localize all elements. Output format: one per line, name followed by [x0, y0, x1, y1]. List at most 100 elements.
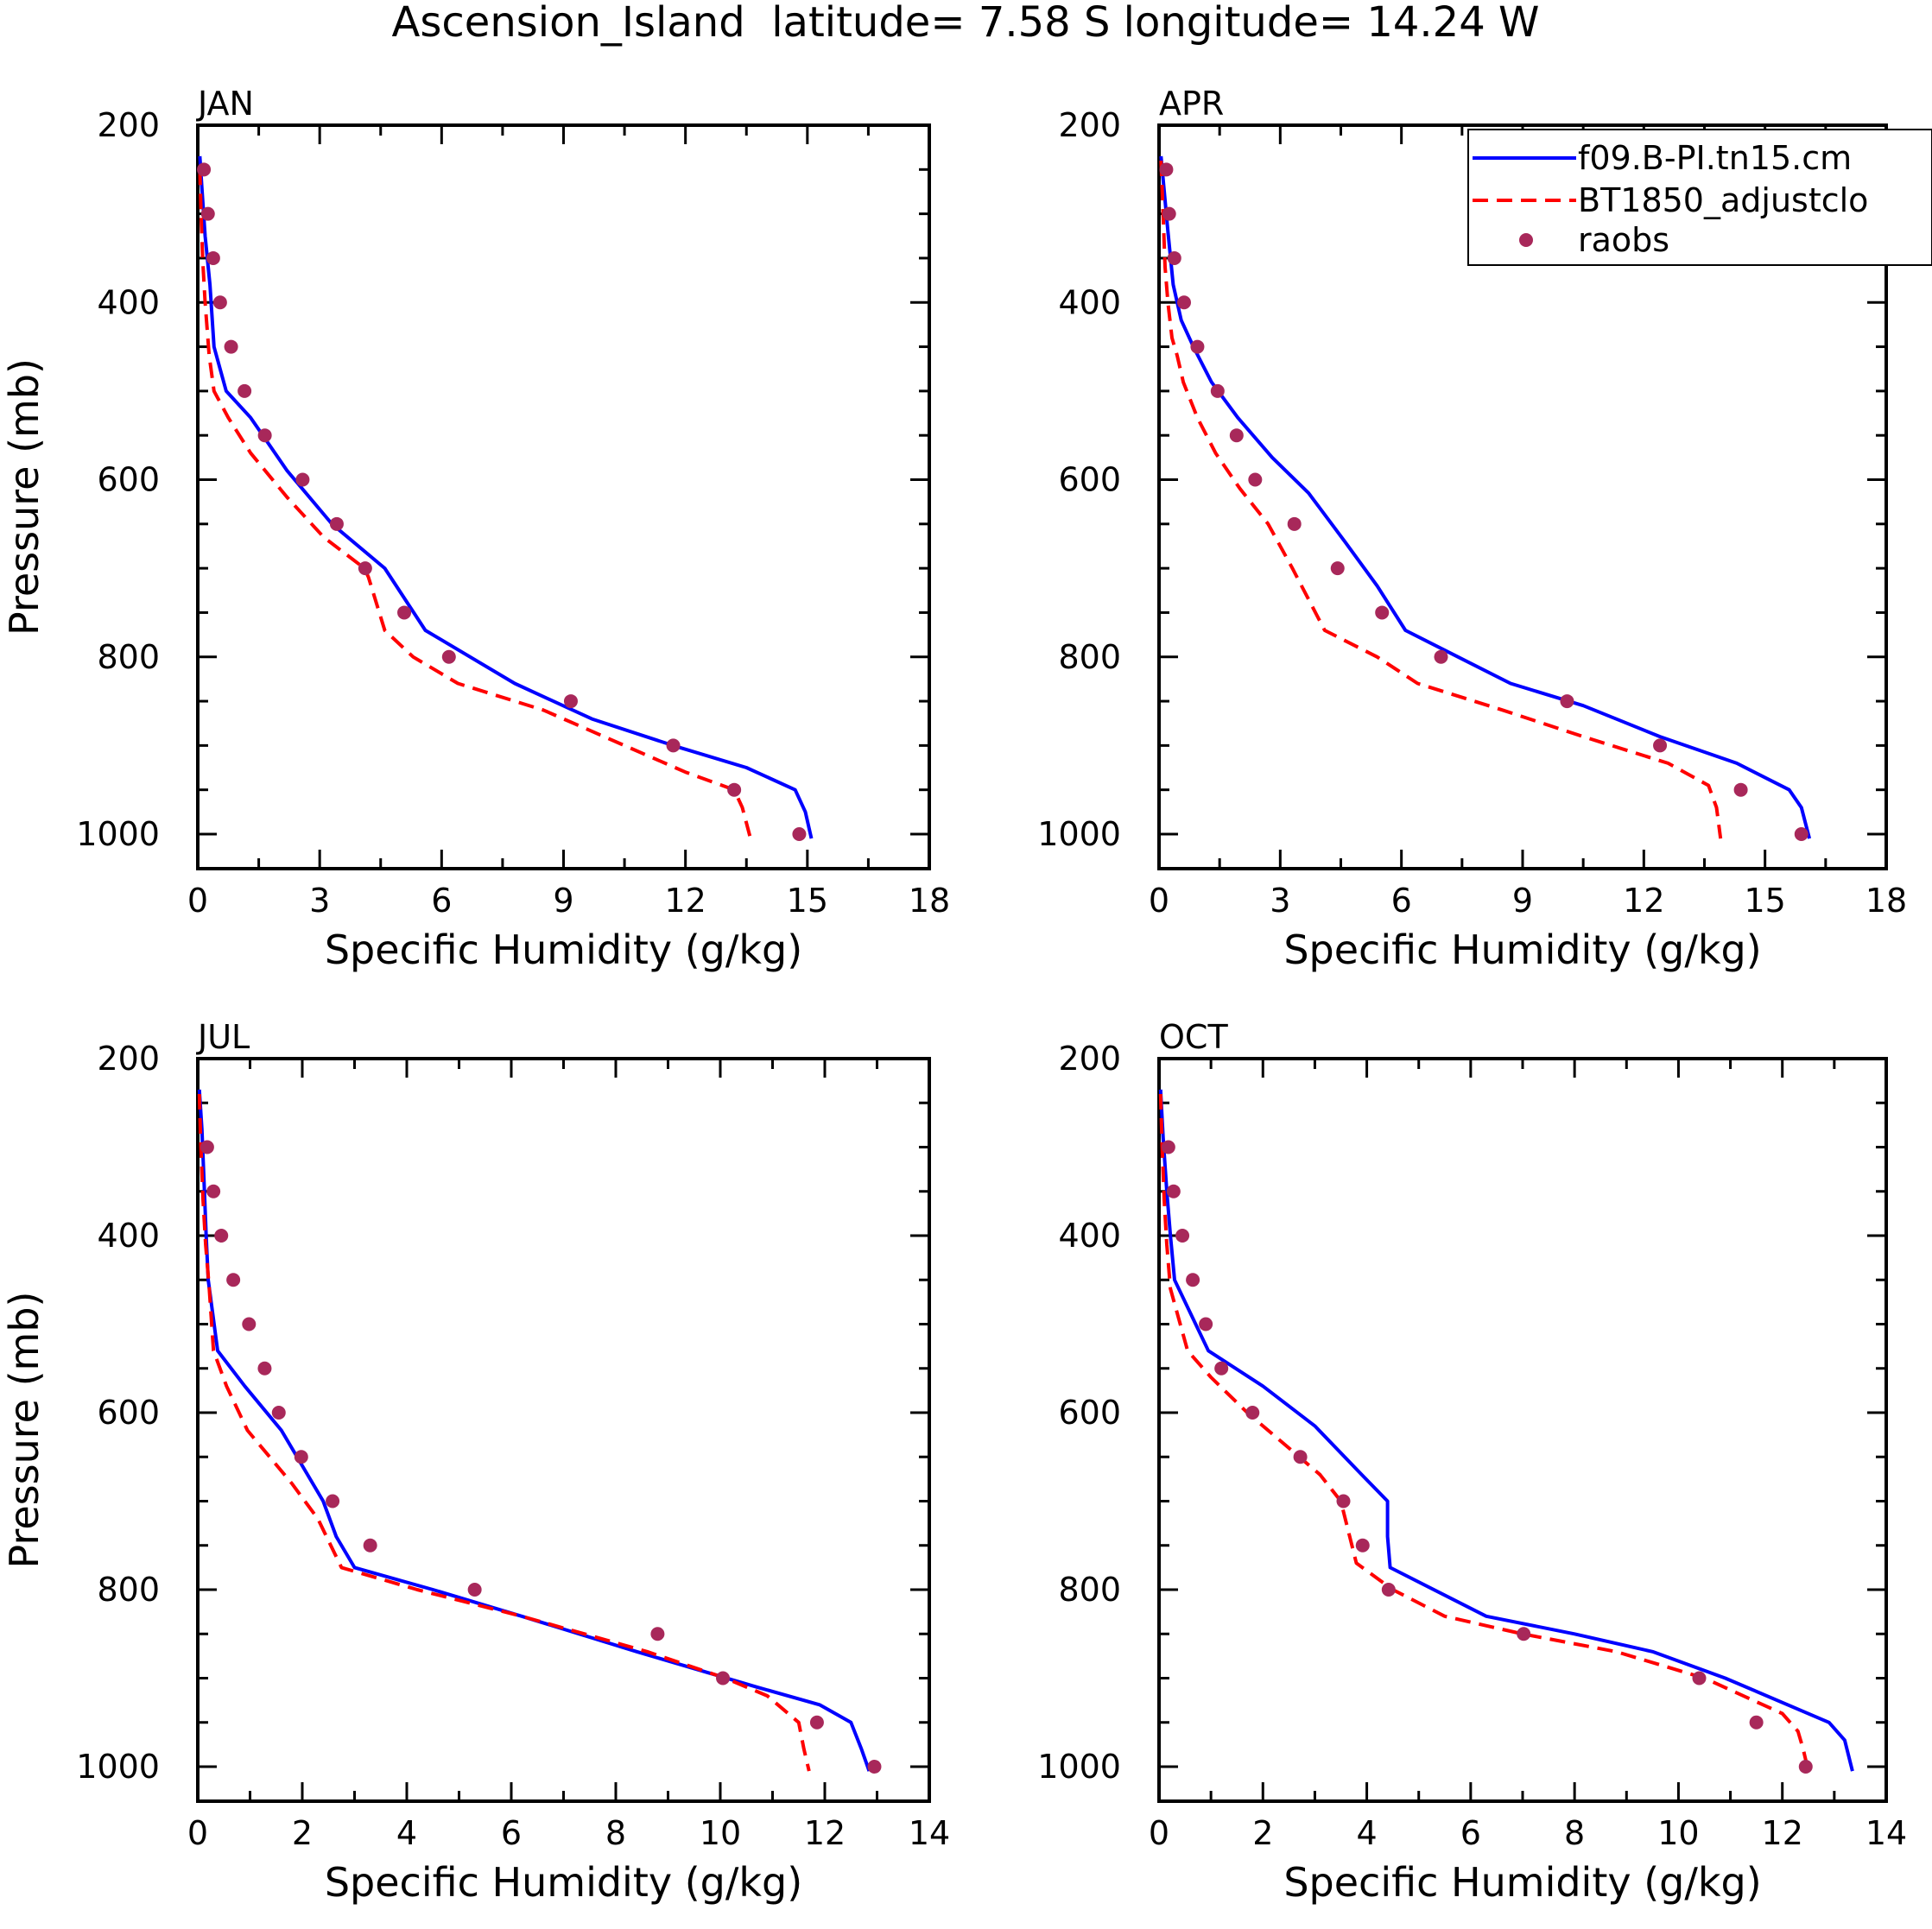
x-tick-label: 12: [804, 1814, 846, 1852]
x-tick-label: 6: [501, 1814, 522, 1852]
x-tick-label: 12: [1762, 1814, 1803, 1852]
raobs-point: [358, 561, 372, 576]
y-tick-label: 800: [97, 638, 160, 676]
series-line-f09: [1158, 1089, 1854, 1772]
x-tick-label: 10: [1657, 1814, 1699, 1852]
series-line-f09: [198, 155, 814, 839]
raobs-point: [1798, 1760, 1813, 1774]
x-tick-label: 14: [1865, 1814, 1907, 1852]
y-tick-label: 1000: [1037, 815, 1121, 853]
y-tick-label: 200: [97, 1040, 160, 1078]
x-tick-label: 15: [1744, 882, 1785, 920]
y-axis-label: Pressure (mb): [1, 1292, 48, 1569]
panel-jul: JUL 0 2 4 6 8 10 12 14 200 400 600 800 1000 Specific H…: [1, 1018, 950, 1906]
raobs-point: [200, 1140, 214, 1154]
raobs-point: [1162, 206, 1176, 221]
raobs-point: [441, 649, 456, 664]
y-tick-label: 200: [97, 106, 160, 144]
raobs-point: [467, 1583, 482, 1597]
raobs-point: [1375, 605, 1390, 620]
y-tick-label: 600: [97, 1394, 160, 1432]
raobs-point: [329, 516, 344, 531]
raobs-point: [257, 1361, 272, 1376]
raobs-point: [1166, 1184, 1181, 1199]
legend-box: [1467, 129, 1932, 266]
raobs-point: [1190, 339, 1205, 354]
x-tick-label: 14: [909, 1814, 950, 1852]
raobs-point: [1214, 1361, 1229, 1376]
raobs-point: [200, 206, 215, 221]
x-axis-label: Specific Humidity (g/kg): [325, 927, 802, 973]
x-tick-label: 0: [187, 1814, 208, 1852]
x-tick-label: 4: [1356, 1814, 1377, 1852]
y-tick-label: 400: [97, 283, 160, 321]
panel-apr: APR 0 3 6 9 12 15 18 200 400 600 800 1000 Specific Hu…: [1037, 85, 1907, 973]
raobs-point: [206, 250, 220, 265]
series-line-bt1850: [1158, 1093, 1810, 1772]
y-tick-label: 400: [97, 1217, 160, 1255]
raobs-point: [792, 827, 807, 841]
panel-label: JAN: [196, 85, 254, 123]
raobs-point: [1355, 1538, 1370, 1553]
raobs-point: [242, 1317, 257, 1331]
x-tick-label: 3: [1270, 882, 1290, 920]
x-tick-label: 9: [553, 882, 573, 920]
raobs-point: [1381, 1583, 1396, 1597]
raobs-point: [1560, 694, 1574, 709]
x-axis-label: Specific Humidity (g/kg): [1283, 927, 1761, 973]
legend-label: BT1850_adjustclo: [1578, 181, 1868, 219]
raobs-point: [1330, 561, 1345, 576]
y-tick-label: 600: [1058, 1394, 1121, 1432]
raobs-point: [1186, 1273, 1200, 1287]
panel-label: APR: [1159, 85, 1224, 123]
x-tick-label: 18: [909, 882, 950, 920]
panel-label: JUL: [196, 1018, 250, 1056]
raobs-point: [226, 1273, 241, 1287]
x-tick-label: 15: [787, 882, 828, 920]
x-tick-label: 6: [431, 882, 452, 920]
raobs-point: [224, 339, 238, 354]
raobs-point: [212, 295, 227, 310]
raobs-point: [867, 1760, 882, 1774]
x-tick-label: 6: [1391, 882, 1412, 920]
y-tick-label: 800: [1058, 638, 1121, 676]
y-tick-label: 800: [1058, 1571, 1121, 1609]
raobs-point: [397, 605, 412, 620]
raobs-point: [716, 1671, 731, 1686]
y-tick-label: 800: [97, 1571, 160, 1609]
x-tick-label: 10: [700, 1814, 741, 1852]
series-line-f09: [1159, 155, 1812, 839]
legend-marker-dot: [1519, 233, 1533, 247]
x-tick-label: 12: [664, 882, 706, 920]
panel-label: OCT: [1159, 1018, 1228, 1056]
y-tick-label: 200: [1058, 106, 1121, 144]
raobs-point: [1287, 516, 1302, 531]
raobs-point: [1199, 1317, 1213, 1331]
x-tick-label: 0: [1149, 1814, 1169, 1852]
raobs-point: [1210, 383, 1225, 398]
raobs-point: [809, 1715, 824, 1730]
raobs-point: [1517, 1627, 1531, 1641]
raobs-point: [1293, 1450, 1308, 1464]
raobs-point: [1159, 162, 1174, 177]
x-tick-label: 0: [1149, 882, 1169, 920]
raobs-point: [271, 1406, 286, 1420]
raobs-point: [1733, 782, 1748, 797]
y-tick-label: 200: [1058, 1040, 1121, 1078]
raobs-point: [1161, 1140, 1175, 1154]
x-tick-label: 18: [1865, 882, 1907, 920]
x-tick-label: 12: [1623, 882, 1664, 920]
x-tick-label: 2: [292, 1814, 313, 1852]
y-tick-label: 400: [1058, 283, 1121, 321]
series-line-bt1850: [198, 169, 752, 839]
panel-oct: OCT 0 2 4 6 8 10 12 14 200 400 600 800 1000 Specific H…: [1037, 1018, 1907, 1906]
raobs-point: [197, 162, 212, 177]
raobs-point: [1692, 1671, 1707, 1686]
raobs-point: [214, 1229, 229, 1243]
legend: f09.B-PI.tn15.cm BT1850_adjustclo raobs: [1467, 129, 1932, 266]
series-line-bt1850: [197, 1093, 811, 1772]
x-tick-label: 8: [605, 1814, 626, 1852]
raobs-point: [563, 694, 578, 709]
raobs-point: [1248, 472, 1263, 487]
